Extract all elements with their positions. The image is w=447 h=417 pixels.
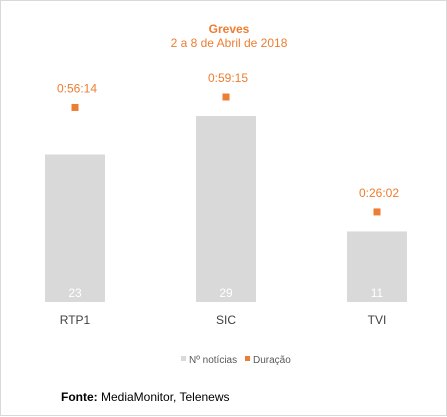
bar-value-label-sic: 29 bbox=[219, 286, 233, 300]
source-note: Fonte: MediaMonitor, Telenews bbox=[61, 390, 230, 404]
bar-value-label-tvi: 11 bbox=[371, 286, 384, 300]
source-label: Fonte: bbox=[61, 390, 98, 404]
legend: Nº notícias Duração bbox=[181, 355, 291, 366]
source-text: MediaMonitor, Telenews bbox=[97, 390, 230, 404]
bar-rtp1 bbox=[45, 154, 105, 302]
duration-label-tvi: 0:26:02 bbox=[359, 186, 399, 200]
category-label-tvi: TVI bbox=[368, 313, 387, 327]
chart-title: Greves bbox=[209, 22, 250, 36]
category-label-sic: SIC bbox=[216, 313, 236, 327]
bar-tvi bbox=[347, 231, 407, 302]
category-label-rtp1: RTP1 bbox=[60, 313, 91, 327]
legend-swatch-noticias bbox=[181, 356, 186, 361]
duration-label-sic: 0:59:15 bbox=[208, 71, 248, 85]
plot-area: 23 RTP1 0:56:14 29 SIC 0:59:15 11 TVI 0:26:02 bbox=[45, 71, 407, 327]
legend-swatch-duracao bbox=[245, 356, 250, 361]
bar-sic bbox=[196, 116, 256, 302]
duration-label-rtp1: 0:56:14 bbox=[57, 81, 97, 95]
bar-value-label-rtp1: 23 bbox=[68, 286, 82, 300]
legend-label-noticias: Nº notícias bbox=[189, 355, 237, 366]
duration-marker-sic bbox=[222, 93, 230, 101]
chart-subtitle: 2 a 8 de Abril de 2018 bbox=[171, 36, 288, 50]
duration-marker-rtp1 bbox=[71, 103, 79, 111]
legend-label-duracao: Duração bbox=[253, 355, 291, 366]
duration-marker-tvi bbox=[373, 208, 381, 216]
